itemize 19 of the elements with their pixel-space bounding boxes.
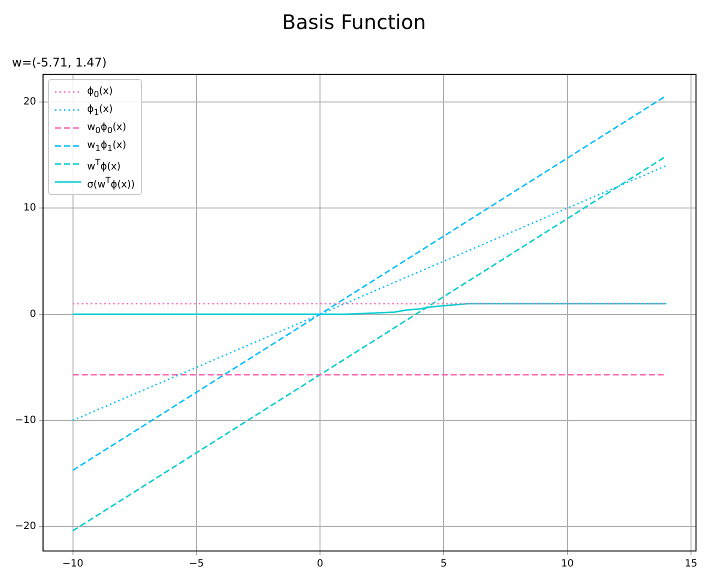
y-tick-label: 10: [23, 202, 36, 214]
x-tick-label: 0: [316, 558, 324, 570]
chart-title: Basis Function: [282, 10, 426, 34]
y-tick-label: 20: [23, 96, 36, 108]
legend-label: ϕ$_{1}$(x): [87, 104, 113, 117]
x-tick-label: 10: [561, 558, 574, 570]
y-tick-label: 0: [30, 308, 36, 320]
legend-label: ϕ$_{0}$(x): [87, 86, 113, 99]
chart-subtitle: w=(-5.71, 1.47): [12, 55, 107, 70]
x-tick-label: −10: [62, 558, 84, 570]
x-tick-label: 15: [684, 558, 698, 570]
y-tick-label: −10: [14, 415, 36, 426]
legend-label: w$^{T}$ϕ(x): [87, 156, 121, 172]
legend-label: σ(w$^{T}$ϕ(x)): [87, 174, 135, 190]
y-tick-label: −20: [14, 521, 36, 532]
legend-label: w$_{0}$ϕ$_{0}$(x): [87, 122, 126, 135]
x-tick-label: −5: [189, 558, 204, 570]
legend-label: w$_{1}$ϕ$_{1}$(x): [87, 140, 126, 153]
x-tick-label: 5: [440, 558, 447, 570]
